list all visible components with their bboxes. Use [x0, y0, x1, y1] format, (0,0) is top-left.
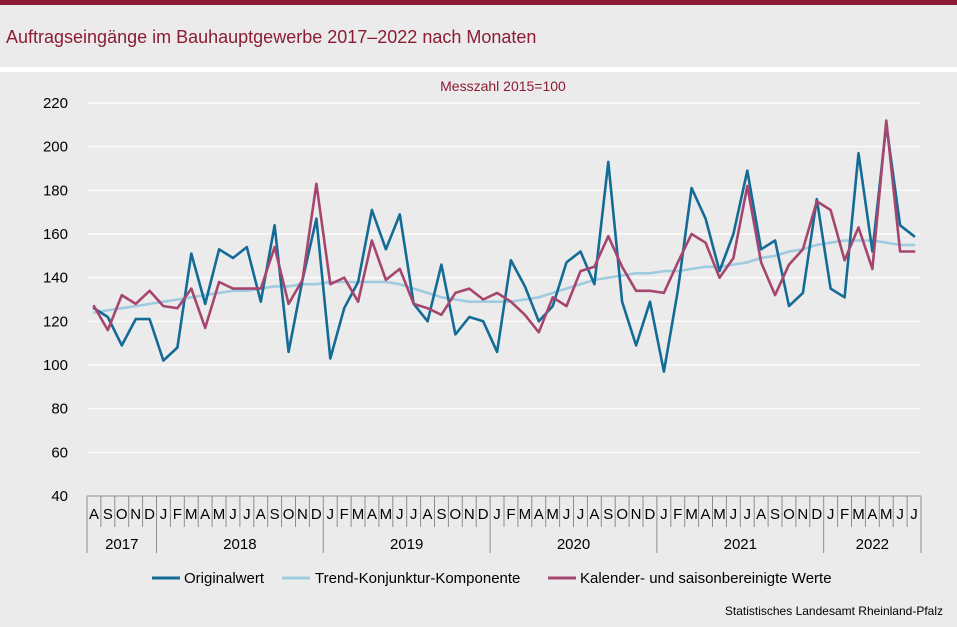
- month-label: M: [685, 506, 698, 523]
- month-label: N: [797, 506, 808, 523]
- y-tick-label: 200: [43, 139, 68, 156]
- month-label: A: [534, 506, 544, 523]
- month-label: M: [713, 506, 726, 523]
- month-label: J: [577, 506, 585, 523]
- month-label: F: [173, 506, 182, 523]
- y-tick-label: 160: [43, 226, 68, 243]
- month-label: J: [229, 506, 237, 523]
- month-label: A: [423, 506, 433, 523]
- title-separator: [0, 67, 957, 72]
- month-label: S: [603, 506, 613, 523]
- year-label: 2017: [105, 536, 138, 553]
- legend: Originalwert Trend-Konjunktur-Komponente K…: [152, 570, 832, 587]
- month-label: N: [130, 506, 141, 523]
- y-tick-label: 60: [51, 444, 68, 461]
- month-label: D: [811, 506, 822, 523]
- chart-subtitle: Messzahl 2015=100: [440, 78, 566, 94]
- title-box: Auftragseingänge im Bauhauptgewerbe 2017…: [0, 5, 957, 67]
- year-label: 2018: [223, 536, 256, 553]
- year-label: 2022: [856, 536, 889, 553]
- month-label: A: [701, 506, 711, 523]
- month-label: M: [380, 506, 393, 523]
- month-label: A: [256, 506, 266, 523]
- month-label: J: [896, 506, 904, 523]
- month-label: F: [673, 506, 682, 523]
- month-label: J: [910, 506, 918, 523]
- year-label: 2021: [724, 536, 757, 553]
- month-label: J: [160, 506, 168, 523]
- month-label: A: [200, 506, 210, 523]
- month-label: N: [631, 506, 642, 523]
- legend-label: Trend-Konjunktur-Komponente: [315, 570, 520, 587]
- y-tick-label: 120: [43, 313, 68, 330]
- month-label: J: [660, 506, 668, 523]
- month-label: D: [144, 506, 155, 523]
- month-label: A: [367, 506, 377, 523]
- month-label: M: [213, 506, 226, 523]
- legend-label: Kalender- und saisonbereinigte Werte: [580, 570, 832, 587]
- month-label: F: [840, 506, 849, 523]
- month-label: J: [563, 506, 571, 523]
- month-label: M: [852, 506, 865, 523]
- month-label: N: [297, 506, 308, 523]
- year-label: 2020: [557, 536, 590, 553]
- month-label: O: [616, 506, 628, 523]
- month-label: F: [340, 506, 349, 523]
- series-lines: [92, 119, 916, 373]
- year-label: 2019: [390, 536, 423, 553]
- month-label: O: [283, 506, 295, 523]
- month-label: A: [589, 506, 599, 523]
- month-label: F: [506, 506, 515, 523]
- month-label: S: [436, 506, 446, 523]
- month-label: M: [352, 506, 365, 523]
- month-label: O: [783, 506, 795, 523]
- month-label: O: [116, 506, 128, 523]
- series-line-original: [92, 123, 916, 373]
- y-axis: 40 60 80 100 120 140 160 180 200 220: [43, 95, 68, 505]
- series-line-seasonal: [92, 119, 916, 334]
- month-label: M: [880, 506, 893, 523]
- y-tick-label: 100: [43, 357, 68, 374]
- month-label: O: [450, 506, 462, 523]
- source-note: Statistisches Landesamt Rheinland-Pfalz: [724, 604, 943, 618]
- month-label: A: [867, 506, 877, 523]
- month-label: J: [730, 506, 738, 523]
- month-label: S: [270, 506, 280, 523]
- month-label: J: [327, 506, 335, 523]
- y-tick-label: 40: [51, 488, 68, 505]
- month-label: J: [396, 506, 404, 523]
- chart-title: Auftragseingänge im Bauhauptgewerbe 2017…: [6, 27, 537, 47]
- month-label: J: [493, 506, 501, 523]
- month-label: M: [546, 506, 559, 523]
- month-label: S: [103, 506, 113, 523]
- top-accent-bar: [0, 0, 957, 5]
- month-label: A: [756, 506, 766, 523]
- y-tick-label: 220: [43, 95, 68, 112]
- month-label: D: [311, 506, 322, 523]
- month-label: J: [827, 506, 835, 523]
- month-label: J: [243, 506, 251, 523]
- month-label: M: [519, 506, 532, 523]
- y-tick-label: 140: [43, 270, 68, 287]
- y-tick-label: 80: [51, 401, 68, 418]
- month-label: D: [645, 506, 656, 523]
- month-label: D: [478, 506, 489, 523]
- month-label: S: [770, 506, 780, 523]
- month-label: J: [410, 506, 418, 523]
- month-label: N: [464, 506, 475, 523]
- month-label: A: [89, 506, 99, 523]
- month-label: J: [744, 506, 752, 523]
- y-tick-label: 180: [43, 182, 68, 199]
- month-label: M: [185, 506, 198, 523]
- legend-label: Originalwert: [184, 570, 265, 587]
